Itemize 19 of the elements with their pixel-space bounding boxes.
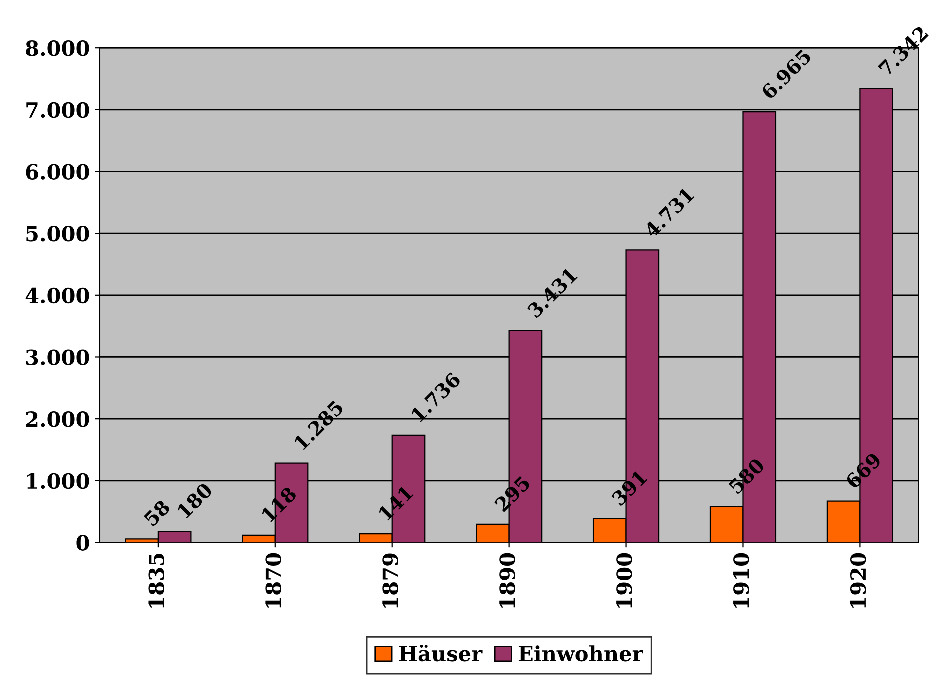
x-tick-label: 1879 bbox=[382, 554, 398, 608]
data-label: 58 bbox=[143, 499, 172, 528]
x-tick-label: 1900 bbox=[616, 553, 632, 608]
y-tick-label: 2.000 bbox=[26, 412, 90, 428]
y-tick-label: 1.000 bbox=[28, 473, 90, 490]
x-tick-label: 1890 bbox=[500, 553, 516, 608]
y-tick-label: 3.000 bbox=[26, 350, 90, 366]
y-tick-label: 0 bbox=[76, 535, 90, 551]
y-tick-label: 8.000 bbox=[26, 40, 90, 56]
legend-label: Häuser bbox=[399, 644, 483, 662]
y-tick-label: 4.000 bbox=[26, 288, 90, 304]
x-tick-label: 1910 bbox=[734, 553, 750, 608]
legend-label: Einwohner bbox=[518, 646, 644, 662]
y-tick-label: 6.000 bbox=[26, 164, 90, 180]
x-tick-label: 1920 bbox=[850, 553, 866, 608]
x-tick-label: 1870 bbox=[266, 553, 282, 608]
y-tick-label: 5.000 bbox=[26, 226, 90, 242]
y-tick-label: 7.000 bbox=[26, 102, 90, 118]
x-tick-label: 1835 bbox=[148, 554, 164, 608]
